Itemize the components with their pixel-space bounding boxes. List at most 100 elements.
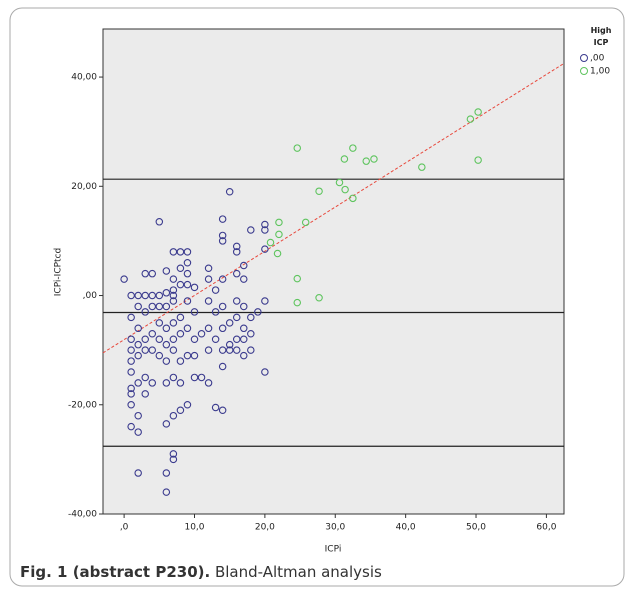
data-point (169, 373, 178, 382)
data-point (254, 308, 262, 316)
data-point (211, 286, 220, 294)
data-point (466, 115, 475, 123)
data-point (134, 302, 142, 311)
data-point (225, 346, 234, 354)
data-point (240, 302, 248, 311)
caption-label: Fig. 1 (abstract P230). (20, 563, 210, 581)
data-point (247, 226, 255, 234)
data-point (204, 264, 213, 272)
data-point (247, 330, 255, 338)
y-tick-label: ,00 (83, 291, 98, 301)
data-point (141, 308, 149, 316)
data-point (204, 324, 213, 333)
data-point (211, 335, 220, 343)
data-point (183, 248, 192, 256)
data-point (141, 390, 149, 398)
data-point (218, 302, 227, 311)
data-point (190, 351, 199, 360)
data-point (183, 269, 192, 278)
data-point (148, 346, 157, 354)
data-point (141, 269, 149, 278)
data-point (155, 351, 164, 360)
data-point (232, 335, 241, 343)
data-point (261, 245, 269, 253)
data-point (176, 313, 185, 322)
data-point (134, 291, 142, 300)
data-point (218, 406, 227, 414)
data-point (218, 237, 227, 245)
data-point (225, 319, 234, 327)
x-tick-label: 50,0 (466, 523, 486, 533)
data-point (127, 335, 135, 343)
x-tick-label: 10,0 (184, 523, 204, 533)
data-point (155, 291, 164, 300)
data-point (418, 163, 426, 171)
data-point (232, 248, 241, 256)
data-point (127, 390, 135, 398)
data-point (204, 297, 213, 305)
data-point (176, 330, 185, 338)
data-point (134, 411, 142, 420)
data-point (190, 335, 199, 343)
data-point (169, 455, 178, 464)
data-point (335, 178, 344, 187)
data-point (218, 346, 227, 354)
data-point (176, 264, 185, 272)
legend-title: High ICP (591, 26, 612, 47)
y-tick-label: -20,00 (68, 400, 97, 410)
x-tick-label: 40,0 (396, 523, 416, 533)
y-axis-label: ICPi-ICPtcd (54, 248, 64, 296)
data-point (162, 267, 171, 275)
data-point (155, 218, 164, 226)
data-point (148, 302, 157, 311)
data-point (162, 289, 171, 297)
data-point (204, 275, 213, 283)
data-point (127, 313, 135, 322)
data-point (261, 220, 269, 229)
data-point (218, 231, 227, 240)
data-point (155, 335, 164, 343)
data-point (176, 280, 185, 289)
data-point (169, 319, 178, 327)
data-point (176, 406, 185, 414)
data-point (232, 346, 241, 354)
data-point (148, 269, 157, 278)
legend-label: ,00 (590, 54, 605, 64)
data-point (141, 291, 149, 300)
data-point (301, 218, 310, 227)
data-point (341, 185, 349, 194)
data-point (127, 291, 135, 300)
data-point (183, 324, 192, 333)
data-point (183, 351, 192, 360)
data-point (169, 411, 178, 420)
data-point (176, 379, 185, 387)
x-tick-label: ,0 (120, 523, 129, 533)
data-point (162, 420, 171, 428)
data-point (370, 155, 378, 163)
data-point (204, 346, 213, 354)
data-point (240, 351, 248, 360)
data-point (169, 286, 178, 294)
data-point (127, 368, 135, 376)
data-point (141, 346, 149, 354)
data-point (349, 194, 357, 203)
data-point (127, 357, 135, 365)
y-tick-label: 20,00 (71, 182, 97, 192)
data-point (169, 275, 178, 283)
data-point (211, 403, 220, 412)
data-point (340, 155, 349, 163)
data-point (218, 324, 227, 333)
data-point (183, 259, 192, 267)
data-point (232, 242, 241, 251)
data-point (293, 144, 302, 152)
data-point (134, 324, 142, 333)
data-point (240, 335, 248, 343)
data-point (134, 351, 142, 360)
data-point (183, 401, 192, 409)
data-point (190, 308, 199, 316)
data-point (218, 275, 227, 283)
data-point (190, 283, 199, 292)
legend-marker (580, 54, 588, 62)
data-point (197, 373, 206, 382)
